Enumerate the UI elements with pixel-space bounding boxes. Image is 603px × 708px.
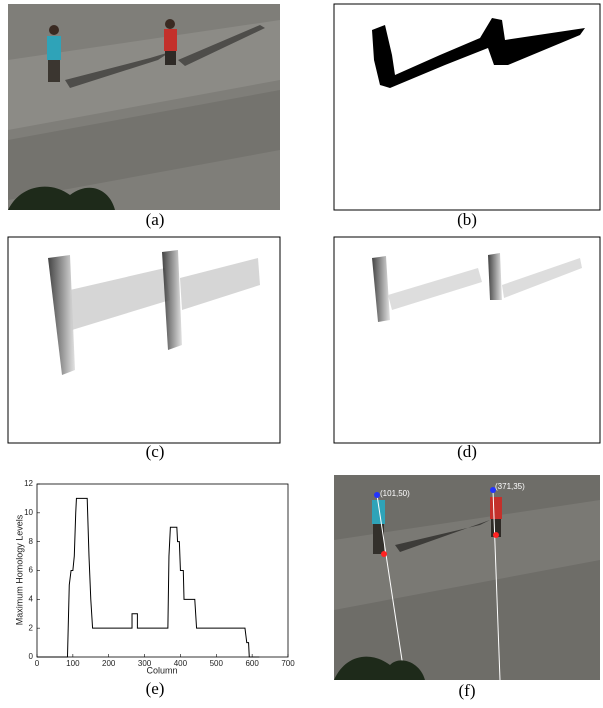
data-line (37, 498, 259, 657)
page: {"panels": [{"caption": "(a)"}, {"captio… (0, 0, 603, 708)
x-tick-label: 400 (174, 659, 188, 668)
caption: (b) (457, 210, 477, 229)
x-tick-label: 600 (245, 659, 259, 668)
x-tick-label: 500 (210, 659, 224, 668)
y-tick-label: 12 (24, 479, 33, 488)
y-tick-label: 6 (29, 566, 34, 575)
x-tick-label: 300 (138, 659, 152, 668)
x-tick-label: 200 (102, 659, 116, 668)
y-tick-label: 2 (29, 623, 34, 632)
caption: (e) (146, 679, 165, 698)
figure: (101,50) (371,35) (a) (b) (c) (d) (e) (f… (0, 0, 603, 708)
caption: (a) (146, 210, 165, 229)
photo-a (8, 4, 280, 210)
y-axis-label: Maximum Homology Levels (14, 514, 24, 625)
y-tick-label: 10 (24, 508, 33, 517)
x-tick-label: 700 (281, 659, 295, 668)
photo-f: (101,50) (371,35) (334, 475, 600, 680)
y-tick-label: 8 (29, 537, 34, 546)
y-tick-label: 4 (29, 594, 34, 603)
caption: (f) (459, 681, 476, 700)
homology-d (334, 237, 600, 443)
y-tick-label: 0 (29, 652, 34, 661)
caption: (c) (146, 442, 165, 461)
homology-c (8, 237, 280, 443)
x-tick-label: 0 (35, 659, 40, 668)
x-tick-label: 100 (66, 659, 80, 668)
caption: (d) (457, 442, 477, 461)
plot-frame (37, 484, 288, 657)
point-label: (371,35) (495, 482, 525, 491)
point-label: (101,50) (380, 489, 410, 498)
mask-b (334, 4, 600, 210)
